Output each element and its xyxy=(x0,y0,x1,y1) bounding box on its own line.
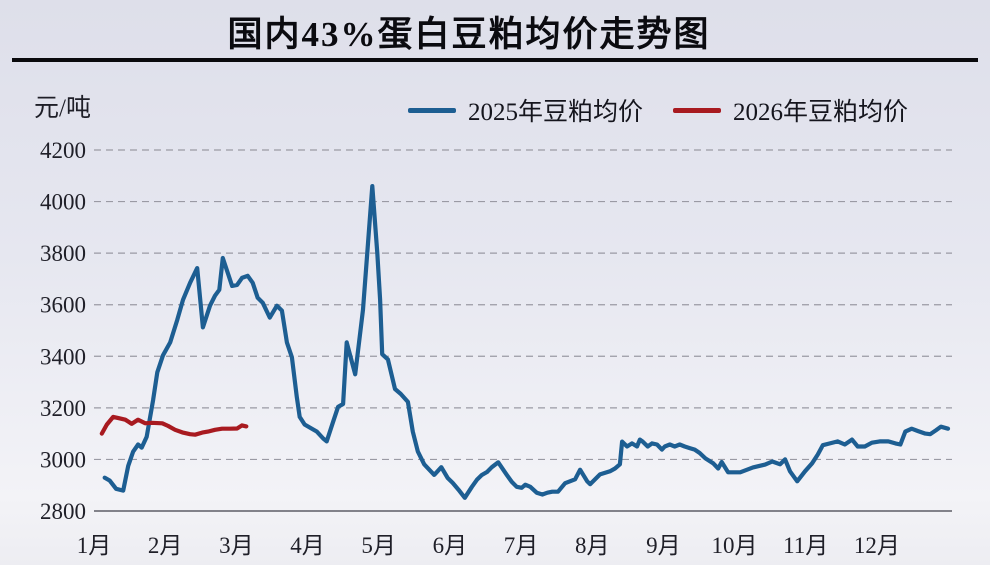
y-tick-label: 3000 xyxy=(40,447,86,472)
series-line-2026 xyxy=(99,414,249,437)
x-tick-label: 7月 xyxy=(504,533,539,558)
title-rule xyxy=(12,58,978,62)
y-axis-unit-label: 元/吨 xyxy=(34,95,91,122)
y-tick-label: 3800 xyxy=(40,241,86,266)
y-tick-label: 3400 xyxy=(40,344,86,369)
x-tick-label: 4月 xyxy=(290,533,325,558)
legend-item-2025: 2025年豆粕均价 xyxy=(408,92,643,128)
y-tick-label: 4000 xyxy=(40,190,86,215)
legend-label-2026: 2026年豆粕均价 xyxy=(733,99,909,126)
x-tick-label: 8月 xyxy=(575,533,610,558)
x-tick-label: 12月 xyxy=(854,533,900,558)
legend-item-2026: 2026年豆粕均价 xyxy=(673,92,908,128)
legend-line-sample-2025 xyxy=(408,107,456,113)
chart-legend: 2025年豆粕均价 2026年豆粕均价 xyxy=(408,92,908,128)
y-tick-label: 2800 xyxy=(40,499,86,524)
y-tick-label: 3600 xyxy=(40,293,86,318)
y-tick-label: 4200 xyxy=(40,138,86,163)
legend-line-sample-2026 xyxy=(673,107,722,113)
x-tick-label: 11月 xyxy=(783,533,828,558)
y-tick-label: 3200 xyxy=(40,396,86,421)
x-tick-label: 5月 xyxy=(361,533,396,558)
x-tick-label: 1月 xyxy=(77,533,112,558)
x-tick-label: 6月 xyxy=(433,533,468,558)
x-tick-label: 3月 xyxy=(219,533,254,558)
series-line-2025 xyxy=(102,184,951,500)
x-tick-label: 9月 xyxy=(646,533,681,558)
chart-title: 国内43%蛋白豆粕均价走势图 xyxy=(227,15,711,54)
x-tick-label: 10月 xyxy=(712,533,758,558)
x-tick-label: 2月 xyxy=(148,533,183,558)
legend-label-2025: 2025年豆粕均价 xyxy=(468,99,644,126)
